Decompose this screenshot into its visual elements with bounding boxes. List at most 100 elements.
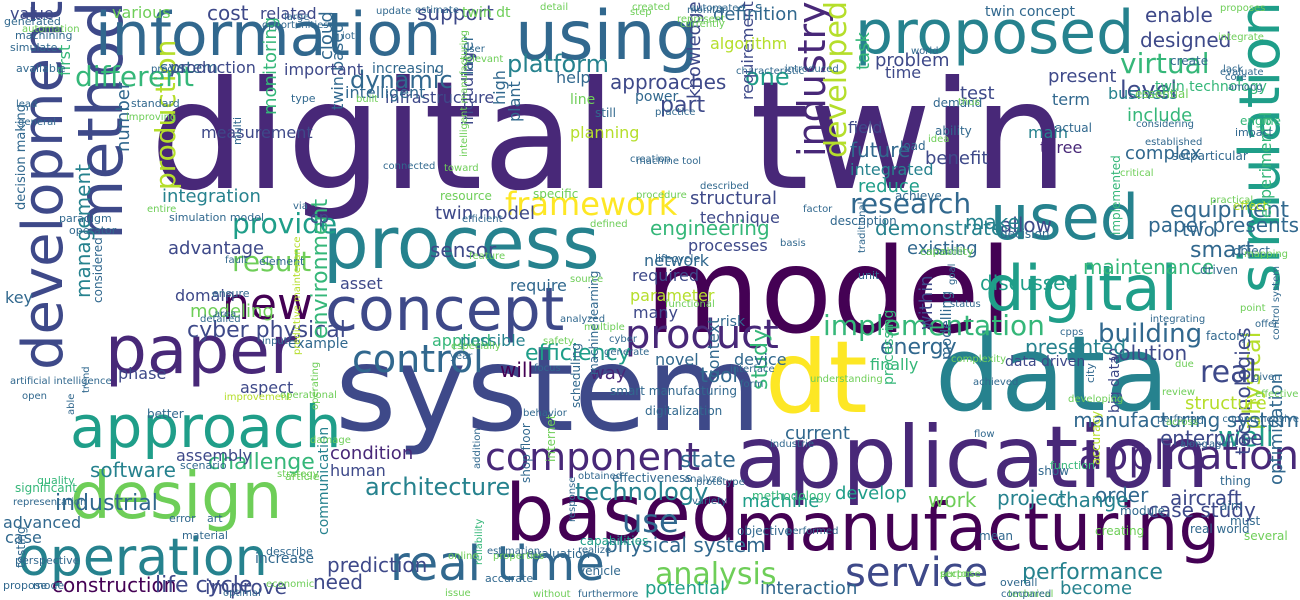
word-able: able <box>66 393 77 415</box>
word-structural: structural <box>690 188 778 209</box>
word-proposed: proposed <box>855 0 1135 68</box>
word-building: building <box>1098 319 1203 349</box>
word-different: different <box>75 60 194 93</box>
word-built: built <box>356 94 379 105</box>
word-automated: automated <box>690 3 745 14</box>
word-effectiveness: effectiveness <box>612 471 692 485</box>
word-operational: operational <box>280 390 337 401</box>
word-value: value <box>10 4 54 23</box>
word-measurement: measurement <box>201 123 313 142</box>
word-idea: idea <box>928 134 950 145</box>
word-monitoring: monitoring <box>260 16 281 115</box>
word-three: three <box>1040 138 1083 157</box>
word-simulation-model: simulation model <box>169 211 265 224</box>
word-overall: overall <box>1000 576 1038 589</box>
word-data: data <box>935 313 1170 435</box>
word-specific: specific <box>533 187 579 201</box>
word-aim: aim <box>1220 499 1243 513</box>
word-improving: improving <box>126 112 177 123</box>
word-quality: quality <box>37 474 75 487</box>
word-issue: issue <box>445 588 471 599</box>
word-propose: propose <box>3 579 48 592</box>
word-addition: addition <box>472 428 483 469</box>
word-step: step <box>630 7 652 18</box>
word-framework: framework <box>505 185 678 223</box>
word-city: city <box>1084 363 1097 383</box>
word-paper: paper <box>105 312 297 389</box>
word-optimal: optimal <box>223 588 261 599</box>
word-creating: creating <box>1095 524 1145 538</box>
word-paper-presents: paper presents <box>1148 213 1299 237</box>
word-achieve: achieve <box>895 189 942 203</box>
word-cp: cp <box>310 208 329 227</box>
word-construction: construction <box>52 573 177 597</box>
word-increase: increase <box>255 551 315 567</box>
word-form: form <box>740 379 764 390</box>
word-art: art <box>207 512 223 525</box>
word-enterprise: enterprise <box>1160 426 1263 450</box>
word-particular: particular <box>1190 149 1248 163</box>
word-two: two <box>1182 220 1215 241</box>
word-complexity: complexity <box>951 354 1006 365</box>
word-without: without <box>533 589 571 600</box>
word-physical-system: physical system <box>605 533 766 557</box>
word-develop: develop <box>835 483 907 504</box>
word-level: level <box>1120 76 1178 104</box>
word-relevant: relevant <box>462 54 504 65</box>
word-presented: presented <box>1025 335 1127 359</box>
word-accuracy: accuracy <box>1089 410 1103 465</box>
word-real-world: real world <box>1190 522 1250 536</box>
word-time: time <box>885 63 922 82</box>
word-area: area <box>214 309 237 320</box>
word-ability: ability <box>935 124 972 138</box>
word-include: include <box>1127 105 1193 126</box>
word-power: power <box>635 89 679 105</box>
word-model: model <box>645 222 1013 360</box>
word-condition: condition <box>330 443 414 464</box>
word-applied: applied <box>432 331 492 350</box>
word-plant: plant <box>505 81 524 122</box>
word-iot: iot <box>342 31 355 42</box>
word-related: related <box>260 4 317 23</box>
word-require: require <box>510 276 567 295</box>
word-well: well <box>1218 420 1274 453</box>
word-estimate: estimate <box>415 5 460 16</box>
word-developing: developing <box>1068 394 1124 405</box>
word-sensor: sensor <box>430 238 497 262</box>
word-practice: practice <box>655 107 696 118</box>
word-real: real <box>1200 355 1257 390</box>
word-improve: improve <box>205 575 287 599</box>
word-way: way <box>590 363 627 384</box>
word-among: among <box>1228 82 1263 93</box>
word-generate: generate <box>604 347 650 358</box>
word-lead: lead <box>16 99 38 110</box>
word-device: device <box>734 350 787 369</box>
word-opportunities: opportunities <box>262 20 329 31</box>
word-machining: machining <box>15 29 73 42</box>
word-application: application <box>735 408 1210 508</box>
word-economic: economic <box>266 579 315 590</box>
word-approach: approach <box>70 393 342 461</box>
word-network: network <box>644 251 709 270</box>
word-impact: impact <box>1235 126 1273 139</box>
word-object: object <box>1233 244 1270 258</box>
word-interface: interface <box>730 364 775 375</box>
word-properties: properties <box>493 551 545 562</box>
word-practical: practical <box>1210 195 1254 206</box>
word-update: update <box>376 6 412 17</box>
word-thing: thing <box>1220 474 1251 488</box>
word-important: important <box>284 60 364 79</box>
word-twin-model: twin model <box>435 203 535 224</box>
word-automation: automation <box>22 24 80 35</box>
word-cyber: cyber <box>609 334 638 345</box>
word-task: task <box>853 32 874 70</box>
word-lack: lack <box>1223 64 1244 75</box>
word-work: work <box>928 488 977 512</box>
word-structure: structure <box>1185 393 1267 414</box>
word-planning: planning <box>570 123 640 142</box>
word-testing: testing <box>14 526 28 568</box>
word-cpps: cpps <box>1060 327 1084 338</box>
word-open: open <box>22 391 47 402</box>
word-change: change <box>1055 488 1129 512</box>
word-current: current <box>785 423 850 444</box>
